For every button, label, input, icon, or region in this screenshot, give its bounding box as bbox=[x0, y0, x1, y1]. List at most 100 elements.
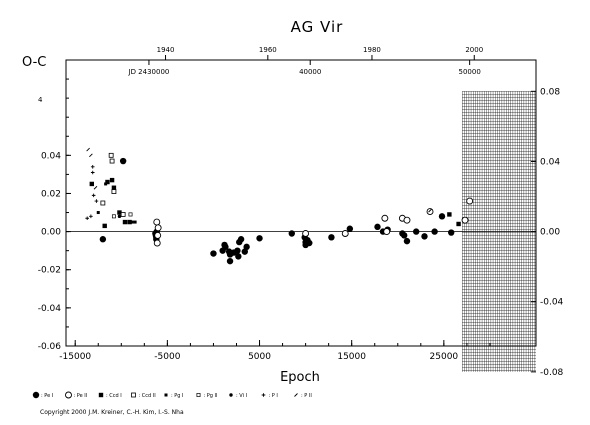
data-point-plus bbox=[90, 170, 95, 175]
y-tick-label-left: 0.02 bbox=[41, 189, 61, 199]
data-point-filled-circle bbox=[328, 234, 335, 241]
data-point-small-filled-square bbox=[130, 220, 134, 224]
x-tick-label: 15000 bbox=[337, 352, 366, 362]
data-point-open-circle bbox=[381, 214, 389, 222]
y-tick-label-left: -0.06 bbox=[38, 342, 62, 352]
y-tick-label-left: -0.02 bbox=[38, 266, 61, 276]
y-tick-label-left: 0.04 bbox=[41, 151, 61, 161]
data-point-open-square bbox=[111, 189, 117, 194]
data-point-filled-square bbox=[102, 223, 107, 229]
data-point-filled-circle bbox=[431, 228, 438, 235]
data-point-filled-circle bbox=[401, 232, 408, 239]
legend-label: : Pe I bbox=[41, 393, 53, 399]
data-point-cross bbox=[93, 185, 98, 190]
data-point-filled-square bbox=[122, 219, 128, 225]
legend-label: : Vi I bbox=[236, 393, 247, 399]
data-point-cross bbox=[89, 153, 93, 158]
legend-symbol bbox=[32, 391, 40, 399]
data-point-open-square bbox=[120, 212, 126, 217]
data-point-filled-circle bbox=[421, 233, 428, 240]
chart-title: AG Vir bbox=[291, 18, 344, 36]
data-point-filled-circle bbox=[306, 239, 313, 247]
axis-ticks bbox=[66, 55, 536, 373]
y-axis-label: O-C bbox=[22, 55, 46, 70]
legend-label: : Pg I bbox=[171, 393, 184, 399]
y-tick-label-right: -0.04 bbox=[540, 298, 564, 308]
data-point-open-circle bbox=[461, 216, 469, 224]
data-point-open-circle bbox=[426, 208, 434, 216]
legend-label: : Ccd I bbox=[106, 393, 122, 399]
y-tick-label-left: 0.00 bbox=[41, 228, 61, 238]
data-point-open-circle bbox=[154, 231, 162, 239]
x-tick-label: -15000 bbox=[59, 352, 91, 362]
data-point-filled-square bbox=[105, 179, 110, 185]
x-axis-label: Epoch bbox=[280, 370, 320, 385]
data-point-open-square bbox=[100, 200, 106, 206]
data-point-filled-circle bbox=[99, 236, 107, 243]
top-left-mark: 4 bbox=[38, 96, 43, 104]
data-point-open-circle bbox=[341, 230, 349, 237]
data-point-filled-circle bbox=[374, 223, 381, 231]
year-tick-label: 1940 bbox=[157, 46, 175, 54]
y-tick-label-right: -0.08 bbox=[540, 368, 564, 378]
legend-label: : Pe II bbox=[74, 393, 88, 399]
jd-tick-label: 50000 bbox=[459, 68, 481, 76]
data-point-filled-square bbox=[89, 181, 95, 187]
data-point-filled-circle bbox=[234, 247, 241, 254]
data-point-plus bbox=[91, 193, 96, 198]
data-point-filled-circle bbox=[256, 235, 263, 242]
y-tick-label-right: 0.04 bbox=[540, 157, 560, 167]
data-point-filled-circle bbox=[288, 230, 295, 237]
data-point-filled-circle bbox=[237, 236, 245, 243]
year-tick-label: 1960 bbox=[259, 46, 277, 54]
y-tick-label-right: 0.08 bbox=[540, 87, 560, 97]
data-point-plus bbox=[94, 199, 99, 203]
tick-labels: -15000 -5000 5000 15000 25000 -0.06 -0.04 -0.02… bbox=[38, 46, 564, 378]
data-point-plus bbox=[89, 214, 93, 219]
data-point-filled-square bbox=[111, 185, 117, 190]
data-point-filled-square bbox=[447, 212, 452, 217]
legend-symbol bbox=[229, 393, 233, 397]
legend-symbol bbox=[65, 391, 72, 399]
data-point-filled-circle bbox=[438, 213, 446, 220]
plot-frame bbox=[65, 59, 537, 347]
data-point-open-square bbox=[109, 158, 115, 164]
data-point-small-open-square bbox=[128, 212, 133, 217]
legend-symbol bbox=[261, 393, 266, 397]
y-tick-label-right: 0.00 bbox=[540, 228, 560, 238]
data-point-filled-circle bbox=[222, 243, 229, 251]
legend-symbol bbox=[131, 392, 136, 398]
data-point-open-circle bbox=[302, 230, 310, 237]
data-point-filled-circle bbox=[243, 243, 250, 251]
data-points bbox=[85, 147, 474, 265]
data-point-open-circle bbox=[403, 216, 411, 224]
legend-label: : P I bbox=[269, 393, 278, 399]
legend: : Pe I : Pe II : Ccd I : Ccd II : Pg I : Pg I… bbox=[32, 391, 312, 399]
data-point-small-filled-square bbox=[133, 220, 137, 224]
data-point-open-circle bbox=[466, 197, 474, 205]
data-point-filled-circle bbox=[448, 229, 455, 236]
data-point-filled-square bbox=[117, 210, 122, 215]
data-point-open-square bbox=[108, 152, 114, 158]
data-point-open-circle bbox=[153, 239, 161, 247]
data-point-filled-circle bbox=[119, 157, 127, 165]
jd-tick-label: JD 2430000 bbox=[128, 68, 170, 76]
legend-label: : Pg II bbox=[204, 393, 218, 399]
legend-label: : Ccd II bbox=[139, 393, 156, 399]
legend-symbol bbox=[294, 393, 298, 397]
legend-symbol bbox=[164, 393, 168, 397]
plot-border bbox=[65, 59, 537, 347]
data-point-filled-circle bbox=[235, 253, 242, 260]
data-point-filled-circle bbox=[346, 225, 354, 232]
data-point-filled-circle bbox=[403, 237, 411, 245]
data-point-small-filled-square bbox=[96, 211, 100, 215]
data-point-plus bbox=[90, 164, 95, 169]
jd-tick-label: 40000 bbox=[299, 68, 321, 76]
data-point-filled-square bbox=[109, 177, 115, 183]
legend-label: : P II bbox=[301, 393, 312, 399]
copyright-note: Copyright 2000 J.M. Kreiner, C.-H. Kim, … bbox=[40, 409, 184, 416]
x-tick-label: 25000 bbox=[430, 352, 459, 362]
legend-symbol bbox=[98, 392, 104, 398]
data-point-open-circle bbox=[154, 224, 162, 232]
